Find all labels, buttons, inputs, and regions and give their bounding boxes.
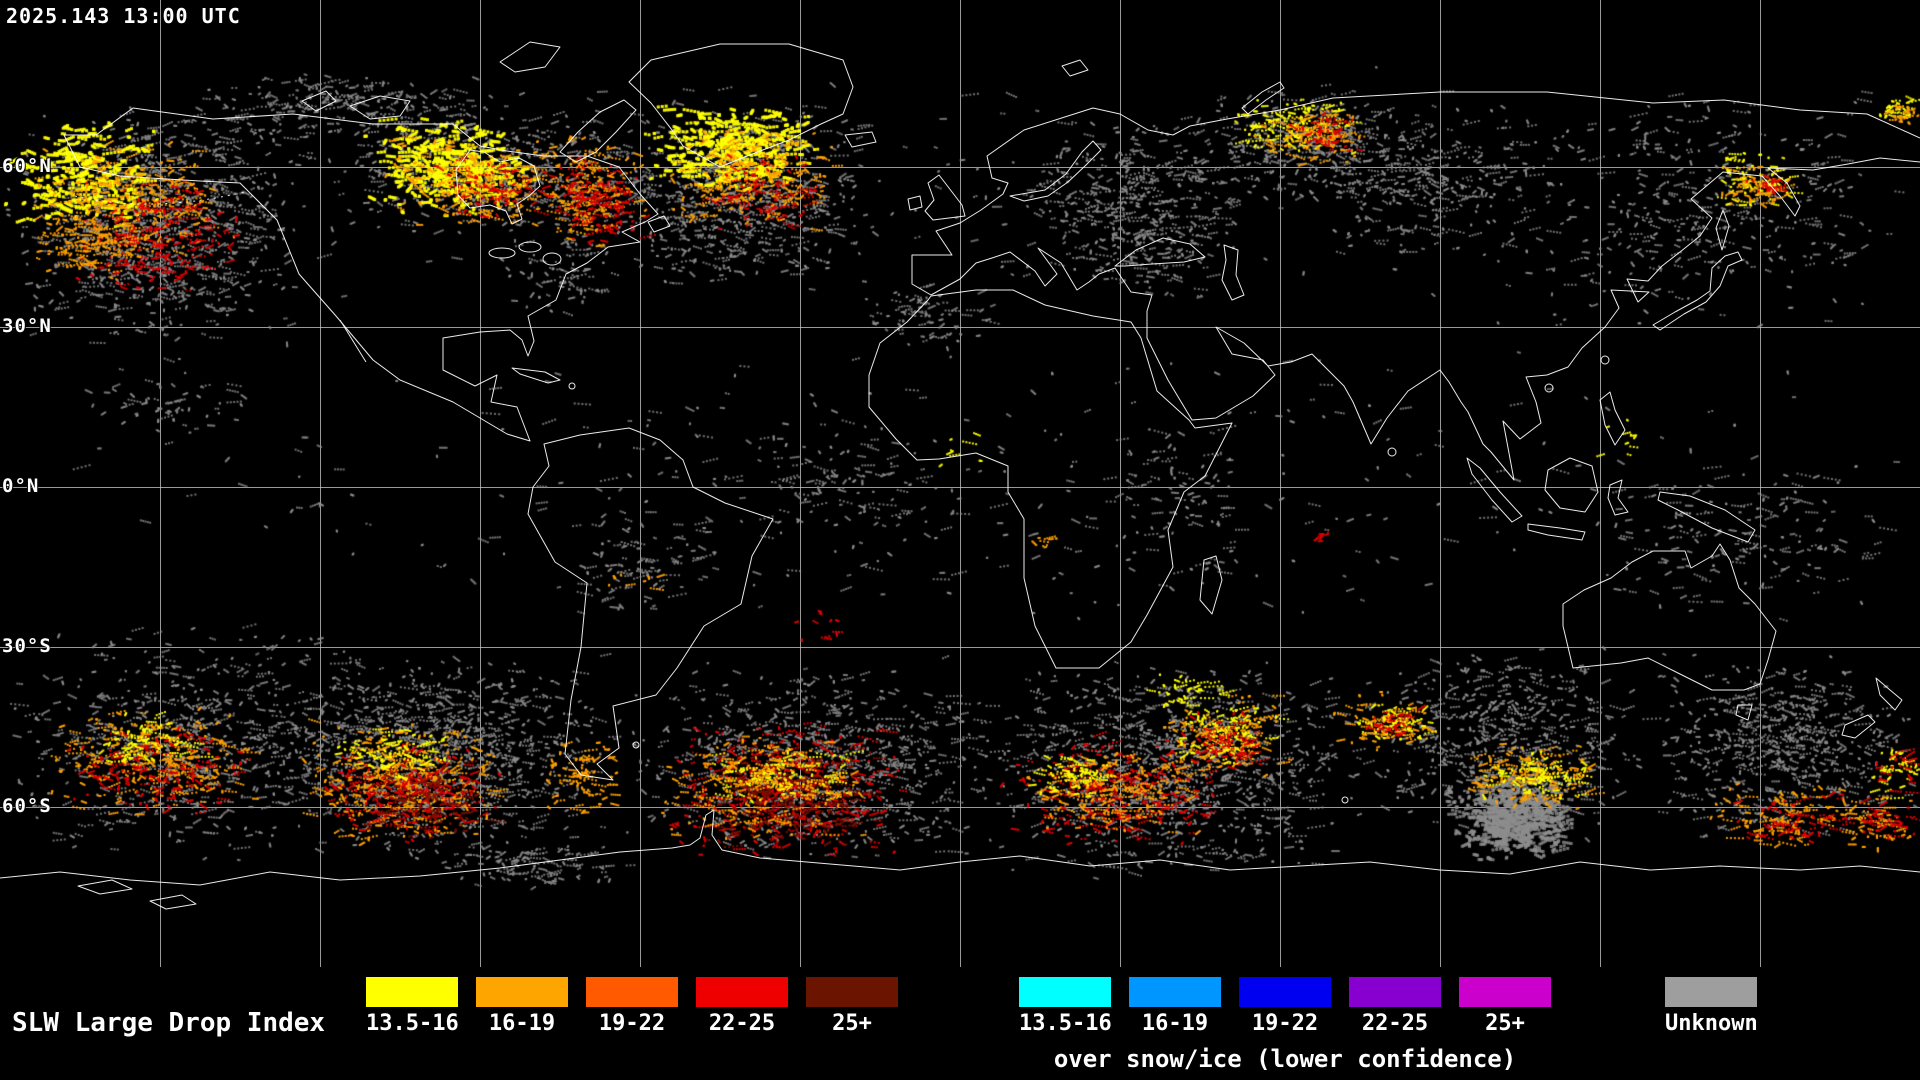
snow-ice-range-label: 25+ (1485, 1011, 1525, 1036)
coastline-sumatra (1466, 457, 1523, 523)
standard-swatch (696, 977, 788, 1007)
coastline-mediterranean-north (930, 247, 1153, 312)
coastline-baja (339, 319, 367, 363)
world-map: 2025.143 13:00 UTC 60°N 30°N 0°N 30°S 60°S (0, 0, 1920, 967)
standard-range-label: 16-19 (488, 1011, 556, 1036)
coastline-iceland (844, 131, 877, 148)
snow-ice-swatch (1349, 977, 1441, 1007)
coastline-baffin (559, 99, 637, 163)
coastline-banks-island (301, 90, 337, 112)
coastline-sri-lanka (1387, 447, 1397, 457)
coastline-newfoundland (647, 215, 671, 233)
latitude-label: 60°N (2, 154, 52, 177)
standard-swatch (586, 977, 678, 1007)
coastline-antarctica (0, 809, 1920, 886)
coastline-taiwan (1600, 355, 1610, 365)
coastline-black-sea (1114, 237, 1206, 267)
snow-ice-swatch (1239, 977, 1331, 1007)
latitude-label: 60°S (2, 794, 52, 817)
coastlines (0, 41, 1920, 910)
coastline-greenland (628, 43, 854, 168)
latitude-label: 30°N (2, 314, 52, 337)
coastline-uk (924, 174, 966, 221)
coastline-borneo (1544, 457, 1599, 513)
coastline-cuba (511, 367, 561, 384)
snow-ice-swatch (1019, 977, 1111, 1007)
coastline-falklands (632, 741, 640, 749)
standard-range-label: 19-22 (598, 1011, 666, 1036)
coastline-kerguelen (1341, 796, 1349, 804)
snow-ice-range-label: 22-25 (1361, 1011, 1429, 1036)
coastline-hudson-bay (455, 149, 541, 225)
coastline-africa (868, 289, 1233, 669)
latitude-label: 0°N (2, 474, 40, 497)
standard-swatch (366, 977, 458, 1007)
coastline-svalbard (1061, 59, 1089, 77)
coastline-madagascar (1199, 555, 1223, 615)
coastline-hainan (1544, 383, 1554, 393)
coastline-south-georgia (77, 879, 133, 895)
unknown-label: Unknown (1665, 1011, 1758, 1036)
coastline-south-america (527, 427, 774, 781)
coastline-philippines (1599, 391, 1626, 446)
snow-ice-range-label: 13.5-16 (1019, 1011, 1112, 1036)
legend-title: SLW Large Drop Index (12, 1008, 326, 1038)
standard-range-label: 13.5-16 (366, 1011, 459, 1036)
coastline-asia-pacific (1146, 157, 1920, 481)
coastline-aleutians (74, 191, 246, 205)
coastline-hispaniola (568, 382, 576, 390)
snow-ice-range-label: 16-19 (1141, 1011, 1209, 1036)
coastline-novaya-zemlya (1241, 81, 1285, 115)
coastline-java (1527, 523, 1586, 541)
coastline-sakhalin (1715, 209, 1730, 251)
coastline-ireland (907, 195, 923, 211)
legend-subtitle: over snow/ice (lower confidence) (1053, 1045, 1517, 1073)
coastline-europe-atlantic (911, 107, 1174, 296)
coastline-japan (1652, 251, 1743, 331)
coastline-ellesmere (499, 41, 561, 73)
legend-bar: SLW Large Drop Index 13.5-16 16-19 19-22 22… (0, 967, 1920, 1080)
coastline-tasmania (1735, 704, 1753, 721)
coastline-new-guinea (1657, 491, 1756, 543)
coastline-north-america (63, 107, 659, 442)
lake-superior (488, 247, 516, 259)
snow-ice-range-label: 19-22 (1251, 1011, 1319, 1036)
coastline-caspian (1221, 244, 1245, 301)
coastline-nz-south (1841, 714, 1876, 739)
latitude-label: 30°S (2, 634, 52, 657)
coastline-south-sandwich (149, 894, 197, 910)
standard-range-label: 25+ (832, 1011, 872, 1036)
timestamp: 2025.143 13:00 UTC (6, 4, 241, 28)
coastline-arctic-russia (1172, 91, 1920, 139)
standard-swatch (806, 977, 898, 1007)
coastline-victoria-island (349, 95, 411, 120)
coastline-nz-north (1875, 677, 1903, 711)
unknown-swatch (1665, 977, 1757, 1007)
snow-ice-swatch (1459, 977, 1551, 1007)
coastline-australia (1562, 543, 1777, 691)
lake-erie-ontario (542, 252, 562, 266)
standard-swatch (476, 977, 568, 1007)
data-speckle-layer (0, 0, 1920, 967)
snow-ice-swatch (1129, 977, 1221, 1007)
coastline-baltic (1009, 140, 1102, 202)
standard-range-label: 22-25 (708, 1011, 776, 1036)
coastline-sulawesi (1607, 479, 1629, 516)
lake-huron (518, 241, 542, 253)
